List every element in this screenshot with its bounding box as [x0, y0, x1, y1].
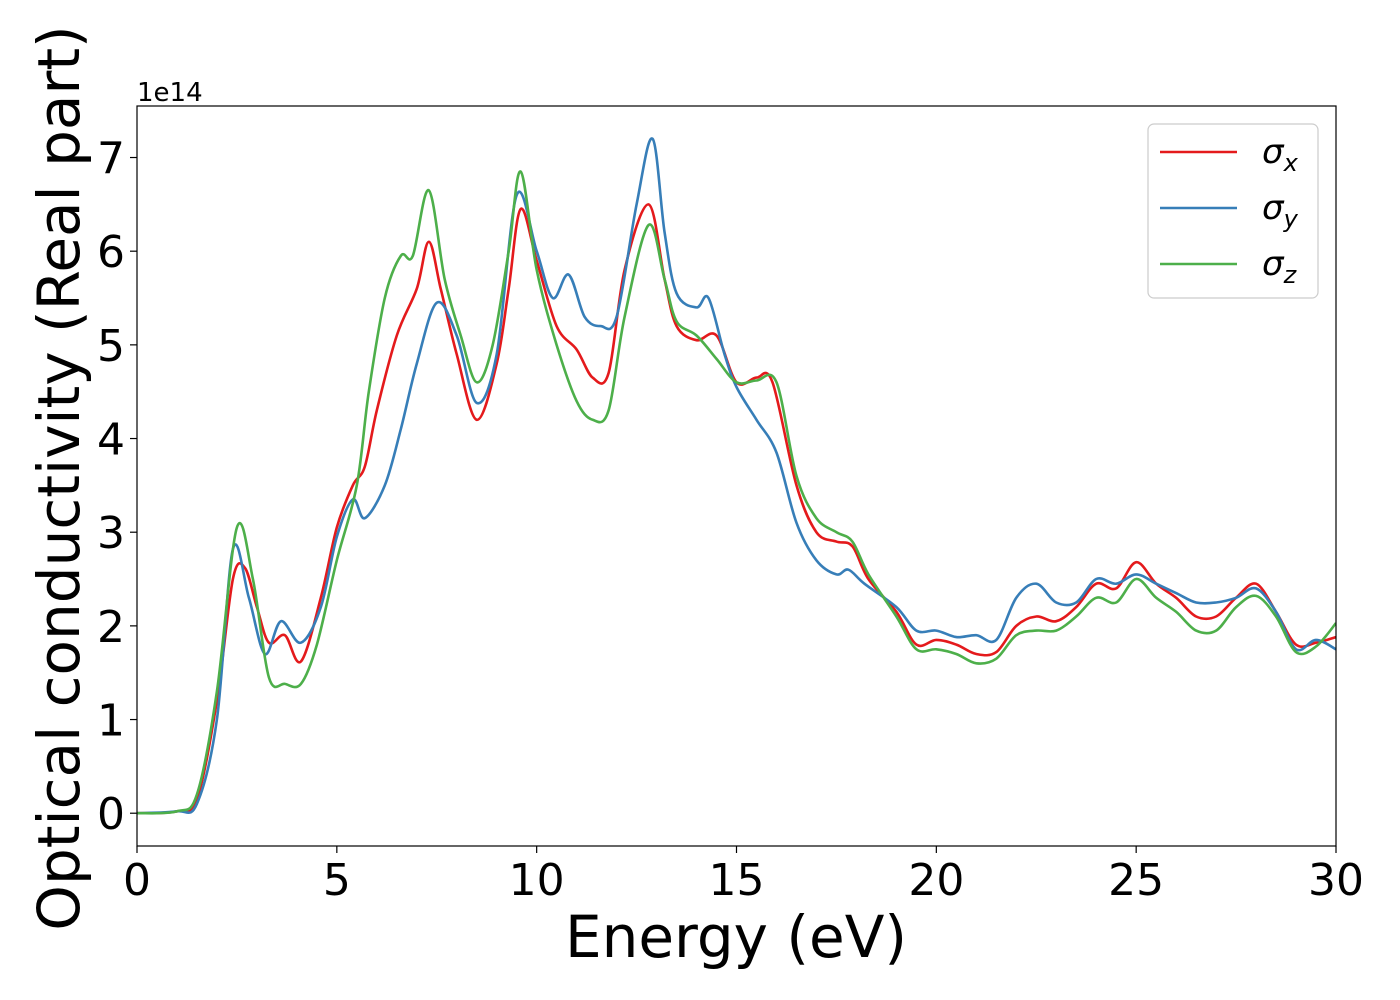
x-axis-ticks: 0 5 10 15 20 25 30 [123, 846, 1364, 906]
y-axis-label: Optical conductivity (Real part) [25, 25, 93, 930]
y-tick-label: 1 [97, 696, 125, 747]
y-tick-label: 7 [97, 134, 125, 185]
y-tick-label: 6 [97, 227, 125, 278]
x-tick-label: 20 [908, 855, 964, 906]
series-line-y [137, 137, 1336, 815]
y-tick-label: 3 [97, 508, 125, 559]
x-tick-label: 10 [509, 855, 565, 906]
y-multiplier-label: 1e14 [137, 78, 203, 108]
x-tick-label: 25 [1108, 855, 1164, 906]
legend-label-z: σz [1262, 244, 1298, 289]
legend-box [1147, 123, 1319, 299]
legend: σx σy σz [1147, 123, 1319, 299]
x-axis-label: Energy (eV) [565, 903, 907, 971]
legend-label-x: σx [1262, 132, 1299, 177]
legend-label-y: σy [1262, 188, 1299, 233]
plot-area [137, 106, 1336, 846]
y-tick-label: 2 [97, 602, 125, 653]
y-axis-ticks: 0 1 2 3 4 5 6 7 [97, 134, 137, 840]
x-tick-label: 0 [123, 855, 151, 906]
series-line-z [137, 170, 1336, 815]
series-layer [137, 137, 1336, 815]
y-tick-label: 4 [97, 415, 125, 466]
y-tick-label: 5 [97, 321, 125, 372]
x-tick-label: 5 [323, 855, 351, 906]
x-tick-label: 30 [1308, 855, 1364, 906]
y-tick-label: 0 [97, 789, 125, 840]
x-tick-label: 15 [709, 855, 765, 906]
